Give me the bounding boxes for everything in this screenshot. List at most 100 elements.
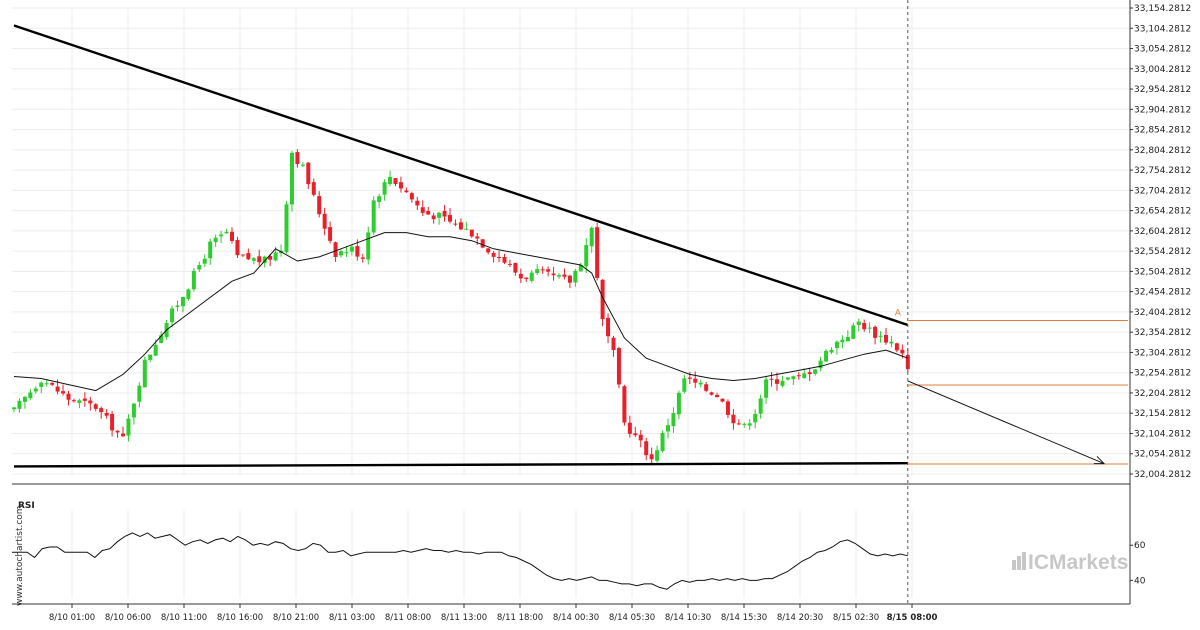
candle [884,327,888,345]
candle [567,274,572,289]
candle [295,149,300,168]
candle [448,207,452,224]
candle-body [889,341,894,344]
candle [235,236,240,259]
candle-body [131,403,136,418]
candle-body [262,256,267,263]
candle-body [655,450,660,461]
logo-bar [1012,560,1016,570]
candle-body [93,404,98,409]
candle [753,409,758,429]
candle-body [99,408,104,413]
candle-body [562,274,567,277]
candle-body [900,349,905,354]
y-tick-label: 32,654.2812 [1134,207,1191,217]
y-tick-label: 32,104.2812 [1134,429,1191,439]
candle [371,196,376,235]
candle [851,322,856,340]
candle [845,330,850,342]
candle-body [682,378,687,392]
candle [202,254,207,267]
gridlines [12,7,1130,598]
candle [82,392,87,407]
candle-body [328,227,333,241]
candle [339,249,343,258]
y-tick-label: 32,204.2812 [1134,389,1191,399]
candle [807,367,812,382]
candle [513,262,518,276]
candle [502,253,507,265]
candle-body [448,215,452,222]
candle-body [633,433,638,436]
x-tick-label: 8/10 06:00 [105,613,151,623]
candle [764,376,769,404]
candle-body [50,382,55,385]
candle-body [725,401,730,415]
candle-body [442,210,447,217]
candle-body [382,182,387,195]
candle [660,430,665,453]
candle-body [33,388,38,392]
candle [562,268,567,280]
candle [426,206,431,215]
candle [644,437,649,461]
x-tick-label: 8/11 08:00 [385,613,431,623]
candle-body [818,360,823,368]
y-tick-label: 32,854.2812 [1134,126,1191,136]
candle-body [660,433,665,452]
candle [557,273,561,280]
candle-body [862,322,867,330]
candle [175,300,180,312]
candle-body [393,178,398,184]
candle-body [584,245,589,267]
candle [257,249,262,266]
candle [834,340,839,355]
candle [840,335,845,349]
candle-body [437,212,442,218]
candle [170,305,175,328]
candle [284,201,289,254]
candle-body [180,296,185,307]
candle-body [415,200,420,206]
y-tick-labels: 33,154.2812 33,104.2812 33,054.2812 33,004.… [1130,4,1191,480]
candle-body [513,263,518,273]
candle-body [644,441,649,456]
candle-body [142,359,147,388]
level-marker-label: A [895,309,902,319]
candle [469,229,474,238]
candle [197,261,202,273]
candle [17,398,22,413]
candle [818,356,823,372]
candle [540,266,545,274]
candle [709,391,714,396]
candle-body [845,336,850,342]
candle [780,375,785,388]
candle-body [671,412,676,427]
candle [824,349,829,362]
candle-body [878,335,883,337]
candle-body [731,414,736,424]
y-tick-label: 33,104.2812 [1134,24,1191,34]
candle [507,259,512,268]
candle-body [322,213,327,229]
candle-body [464,228,469,230]
candle [420,200,425,217]
rsi-tick-label: 40 [1134,576,1146,586]
candle-body [186,289,191,299]
x-tick-label: 8/15 08:00 [887,613,938,623]
candle-body [518,273,523,279]
candle [251,257,256,265]
candle [300,162,305,168]
candle [121,426,125,437]
candle [725,399,730,419]
candle-body [12,407,16,410]
candle-body [551,273,556,276]
candle [486,247,491,255]
candle-body [44,383,49,385]
candle [344,245,349,257]
candle [142,356,147,388]
candle-body [578,265,583,272]
candle-body [121,433,125,437]
candle [611,335,616,357]
